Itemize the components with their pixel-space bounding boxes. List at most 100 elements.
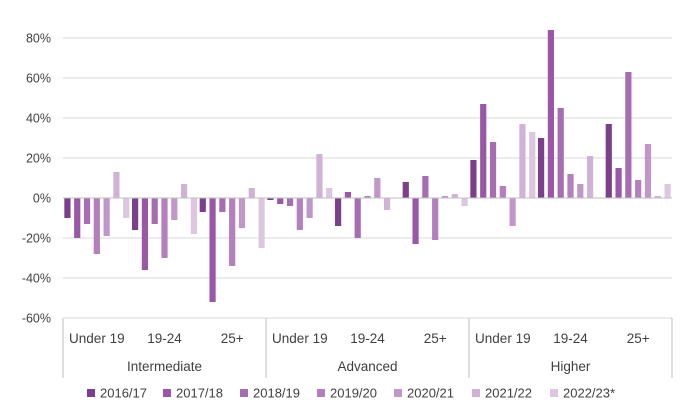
bar bbox=[181, 184, 188, 198]
bar bbox=[470, 160, 477, 198]
bar bbox=[199, 198, 206, 212]
bar bbox=[141, 198, 148, 270]
bar bbox=[615, 168, 622, 198]
bar bbox=[132, 198, 139, 230]
y-tick-label: -40% bbox=[22, 272, 51, 286]
legend-swatch bbox=[163, 389, 171, 397]
bar bbox=[267, 198, 274, 200]
x-category-label: 25+ bbox=[221, 331, 244, 346]
bar bbox=[625, 72, 632, 198]
bar bbox=[635, 180, 642, 198]
bar bbox=[277, 198, 284, 204]
bar bbox=[113, 172, 120, 198]
bar bbox=[441, 196, 449, 198]
x-category-label: 19-24 bbox=[553, 331, 588, 346]
x-category-label: Under 19 bbox=[272, 331, 328, 346]
y-tick-label: 40% bbox=[26, 112, 51, 126]
bar bbox=[451, 194, 458, 198]
bar bbox=[519, 124, 526, 198]
bar bbox=[664, 184, 671, 198]
legend-label: 2016/17 bbox=[100, 386, 147, 401]
bar bbox=[161, 198, 168, 258]
bar bbox=[374, 178, 381, 198]
y-tick-label: 0% bbox=[33, 192, 51, 206]
x-category-label: Under 19 bbox=[475, 331, 531, 346]
bar bbox=[258, 198, 265, 248]
x-category-label: 25+ bbox=[627, 331, 650, 346]
x-group-label: Higher bbox=[551, 359, 591, 374]
bar bbox=[190, 198, 197, 234]
x-category-label: 19-24 bbox=[147, 331, 182, 346]
bar bbox=[499, 186, 506, 198]
x-category-label: 19-24 bbox=[350, 331, 385, 346]
bar bbox=[547, 30, 554, 198]
bar bbox=[432, 198, 439, 240]
bar bbox=[248, 188, 255, 198]
legend-swatch bbox=[472, 389, 480, 397]
legend-swatch bbox=[240, 389, 248, 397]
bar bbox=[567, 174, 574, 198]
bar bbox=[219, 198, 226, 212]
bar bbox=[93, 198, 100, 254]
legend-label: 2021/22 bbox=[485, 386, 532, 401]
bar bbox=[151, 198, 158, 224]
x-category-label: Under 19 bbox=[69, 331, 125, 346]
legend-swatch bbox=[550, 389, 558, 397]
legend-label: 2022/23* bbox=[563, 386, 615, 401]
y-axis-tick-labels: -60% -40% -20% 0% 20% 40% 60% 80% bbox=[22, 32, 51, 326]
gridlines bbox=[63, 37, 672, 319]
x-group-label: Advanced bbox=[337, 359, 397, 374]
bar bbox=[384, 198, 391, 210]
bar bbox=[209, 198, 216, 302]
bar bbox=[402, 182, 409, 198]
x-category-label: 25+ bbox=[424, 331, 447, 346]
legend-label: 2019/20 bbox=[330, 386, 377, 401]
bar bbox=[238, 198, 246, 228]
bar bbox=[286, 198, 294, 206]
bar bbox=[326, 188, 333, 198]
bar bbox=[412, 198, 419, 244]
bar bbox=[557, 108, 564, 198]
legend-label: 2018/19 bbox=[253, 386, 300, 401]
bar bbox=[316, 154, 323, 198]
legend-swatch bbox=[317, 389, 325, 397]
bar bbox=[335, 198, 342, 226]
y-tick-label: 60% bbox=[26, 72, 51, 86]
bar bbox=[83, 198, 91, 224]
bar bbox=[306, 198, 313, 218]
bar bbox=[123, 198, 130, 218]
bar bbox=[480, 104, 487, 198]
bar bbox=[229, 198, 236, 266]
legend-label: 2020/21 bbox=[407, 386, 454, 401]
bar bbox=[605, 124, 612, 198]
legend-swatch bbox=[394, 389, 402, 397]
bar bbox=[64, 198, 71, 218]
bar bbox=[461, 198, 468, 206]
bar bbox=[587, 156, 594, 198]
bar bbox=[296, 198, 303, 230]
y-tick-label: -20% bbox=[22, 232, 51, 246]
y-tick-label: 20% bbox=[26, 152, 51, 166]
bar bbox=[103, 198, 110, 236]
legend-label: 2017/18 bbox=[176, 386, 223, 401]
y-tick-label: 80% bbox=[26, 32, 51, 46]
bar bbox=[422, 176, 429, 198]
bar bbox=[354, 198, 361, 238]
bar bbox=[74, 198, 81, 238]
legend: 2016/17 2017/18 2018/19 2019/20 2020/21 2021/… bbox=[87, 386, 615, 401]
bar bbox=[644, 144, 652, 198]
bar bbox=[509, 198, 516, 226]
bar bbox=[654, 196, 661, 198]
bar bbox=[344, 192, 351, 198]
x-group-label: Intermediate bbox=[127, 359, 202, 374]
x-axis bbox=[62, 197, 673, 378]
bar bbox=[364, 196, 371, 198]
bar bbox=[529, 132, 536, 198]
bar bbox=[489, 142, 497, 198]
bar bbox=[171, 198, 178, 220]
bar bbox=[577, 184, 584, 198]
legend-swatch bbox=[87, 389, 95, 397]
bar bbox=[538, 138, 545, 198]
x-axis-category-labels: Under 19 19-24 25+ Under 19 19-24 25+ Under 19… bbox=[69, 331, 650, 374]
